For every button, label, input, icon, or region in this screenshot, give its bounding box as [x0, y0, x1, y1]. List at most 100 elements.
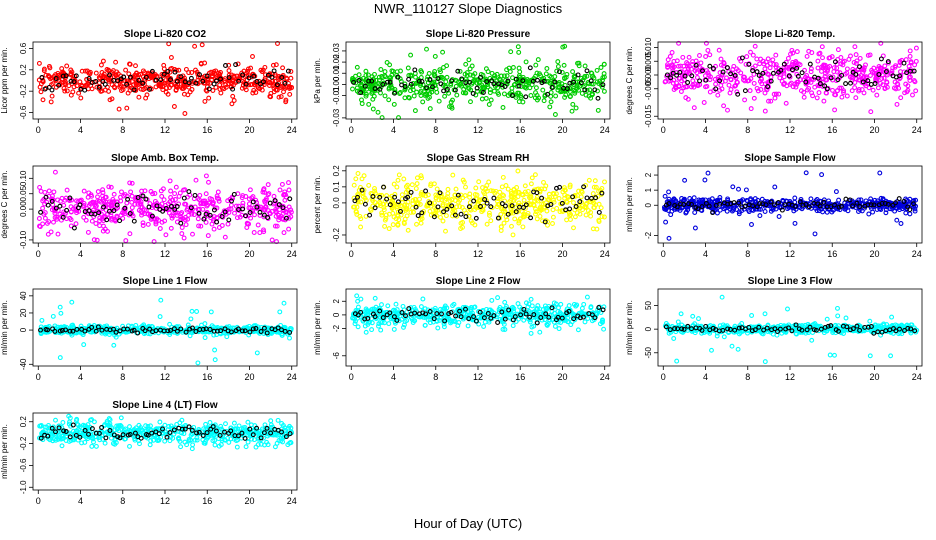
data-point — [476, 198, 481, 204]
reference-point — [510, 93, 515, 99]
data-point — [853, 95, 859, 101]
data-point — [903, 210, 909, 216]
data-point — [57, 355, 63, 361]
data-point — [750, 52, 756, 58]
figure-title: NWR_110127 Slope Diagnostics — [373, 1, 563, 16]
data-point — [588, 213, 594, 219]
y-tick-label: 0.2 — [332, 165, 341, 177]
data-point — [555, 87, 561, 93]
x-tick-label: 24 — [287, 372, 297, 382]
reference-point — [358, 90, 364, 96]
data-point — [499, 206, 505, 212]
data-point — [780, 68, 786, 73]
data-point — [195, 216, 201, 222]
data-point — [408, 73, 414, 79]
data-point — [762, 66, 768, 72]
reference-point — [703, 77, 709, 83]
reference-point — [682, 73, 688, 79]
data-point — [258, 67, 264, 73]
data-point — [195, 360, 201, 366]
data-point — [444, 74, 450, 80]
data-point — [355, 324, 361, 330]
reference-point — [754, 204, 760, 210]
reference-point — [96, 84, 102, 90]
x-tick-label: 24 — [600, 372, 610, 382]
data-point — [555, 84, 561, 90]
data-point — [541, 179, 546, 185]
reference-point — [670, 70, 676, 76]
data-point — [672, 84, 678, 90]
x-tick-label: 20 — [244, 125, 254, 135]
data-point — [486, 179, 492, 185]
data-point — [51, 219, 56, 225]
data-point — [361, 187, 367, 193]
reference-point — [513, 209, 519, 215]
data-point — [521, 197, 527, 203]
reference-point — [38, 209, 44, 215]
data-point — [366, 182, 372, 188]
data-point — [492, 75, 498, 81]
reference-point — [674, 72, 680, 78]
data-point — [487, 212, 492, 218]
reference-point — [243, 81, 249, 87]
data-point — [450, 97, 455, 103]
data-point — [786, 64, 792, 70]
reference-point — [695, 206, 701, 212]
data-point — [503, 183, 509, 188]
data-point — [573, 105, 579, 111]
data-point — [468, 99, 473, 105]
data-point — [372, 186, 377, 191]
data-point — [247, 187, 253, 193]
data-point — [560, 88, 566, 94]
data-point — [123, 238, 129, 244]
data-point — [532, 172, 538, 178]
data-point — [276, 94, 282, 100]
data-point — [576, 188, 582, 194]
data-point — [533, 85, 539, 91]
data-point — [770, 57, 776, 63]
y-tick-label: -2 — [644, 231, 653, 239]
reference-point — [482, 197, 488, 202]
data-point — [497, 196, 503, 202]
data-point — [386, 97, 392, 103]
reference-point — [73, 73, 79, 79]
data-point — [369, 327, 375, 333]
data-point — [379, 212, 385, 218]
data-point — [379, 115, 385, 121]
data-point — [445, 186, 451, 192]
reference-point — [169, 204, 174, 209]
data-point — [405, 227, 411, 233]
reference-point — [541, 78, 547, 84]
reference-point — [567, 206, 573, 212]
data-point — [403, 205, 409, 211]
data-point — [64, 63, 70, 69]
data-point — [196, 74, 201, 80]
reference-point — [68, 78, 74, 84]
data-point — [551, 197, 556, 203]
reference-point — [911, 201, 916, 207]
data-point — [377, 192, 383, 198]
data-point — [550, 190, 556, 196]
data-point — [440, 218, 446, 224]
data-point — [101, 223, 106, 229]
reference-point — [847, 197, 853, 203]
data-point — [68, 209, 74, 215]
data-point — [186, 70, 192, 76]
data-point — [382, 93, 388, 99]
data-point — [172, 191, 178, 197]
reference-point — [765, 84, 771, 90]
data-point — [798, 196, 804, 202]
reference-point — [441, 209, 447, 215]
data-point — [853, 52, 859, 58]
reference-point — [204, 73, 210, 79]
reference-point — [800, 202, 806, 208]
data-point — [752, 43, 758, 49]
data-point — [374, 193, 380, 199]
reference-point — [754, 69, 760, 75]
data-point — [691, 195, 697, 201]
data-point — [219, 85, 225, 91]
data-point — [404, 202, 410, 208]
reference-point — [86, 208, 92, 214]
reference-point — [197, 72, 202, 78]
reference-point — [535, 77, 540, 83]
